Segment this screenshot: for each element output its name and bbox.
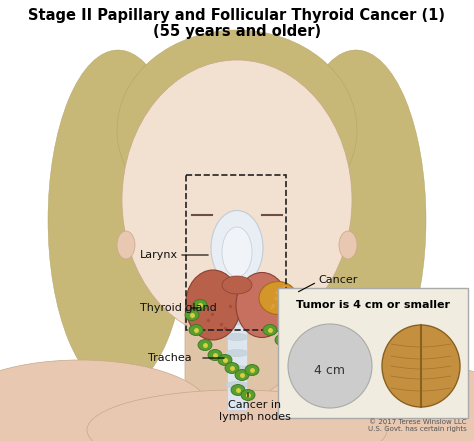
Ellipse shape [226, 302, 248, 309]
Ellipse shape [275, 292, 279, 296]
Bar [186, 175, 286, 330]
Ellipse shape [278, 289, 283, 294]
Bar [227, 300, 247, 410]
Ellipse shape [87, 390, 387, 441]
Ellipse shape [189, 325, 203, 336]
Ellipse shape [241, 389, 255, 400]
Ellipse shape [185, 310, 199, 321]
Ellipse shape [185, 270, 240, 340]
Ellipse shape [283, 314, 297, 325]
Ellipse shape [221, 274, 253, 282]
Ellipse shape [245, 365, 259, 375]
Text: Stage II Papillary and Follicular Thyroid Cancer (1): Stage II Papillary and Follicular Thyroi… [28, 8, 446, 23]
Ellipse shape [48, 50, 188, 390]
Ellipse shape [288, 303, 302, 314]
Ellipse shape [222, 227, 252, 277]
Ellipse shape [223, 280, 251, 289]
Ellipse shape [260, 360, 474, 441]
Ellipse shape [218, 355, 232, 366]
Ellipse shape [339, 231, 357, 259]
Ellipse shape [226, 350, 248, 356]
Ellipse shape [198, 340, 212, 351]
Ellipse shape [225, 363, 239, 374]
Ellipse shape [277, 292, 280, 294]
Ellipse shape [288, 324, 372, 408]
Text: Cancer in
lymph nodes: Cancer in lymph nodes [219, 400, 291, 422]
Text: Thyroid gland: Thyroid gland [140, 303, 217, 313]
Ellipse shape [226, 333, 248, 340]
Text: (55 years and older): (55 years and older) [153, 24, 321, 39]
Ellipse shape [226, 381, 248, 389]
Ellipse shape [193, 299, 207, 310]
Bar [278, 288, 468, 418]
Ellipse shape [117, 30, 357, 230]
Ellipse shape [122, 60, 352, 340]
Ellipse shape [222, 276, 252, 294]
Ellipse shape [278, 297, 281, 299]
Ellipse shape [286, 50, 426, 390]
Ellipse shape [231, 385, 245, 396]
Ellipse shape [117, 231, 135, 259]
Ellipse shape [382, 325, 460, 407]
Ellipse shape [226, 366, 248, 373]
Text: Tumor is 4 cm or smaller: Tumor is 4 cm or smaller [296, 300, 450, 310]
Ellipse shape [0, 360, 210, 441]
Ellipse shape [208, 350, 222, 360]
Ellipse shape [289, 304, 293, 308]
Ellipse shape [236, 273, 288, 337]
Ellipse shape [235, 370, 249, 381]
Text: Cancer: Cancer [318, 275, 357, 285]
Ellipse shape [211, 210, 263, 285]
FancyBboxPatch shape [185, 305, 289, 441]
Ellipse shape [263, 325, 277, 336]
Text: 4 cm: 4 cm [315, 363, 346, 377]
Text: Larynx: Larynx [140, 250, 178, 260]
Ellipse shape [284, 292, 288, 295]
Ellipse shape [275, 335, 289, 345]
Text: © 2017 Terese Winslow LLC
U.S. Govt. has certain rights: © 2017 Terese Winslow LLC U.S. Govt. has… [368, 419, 467, 432]
Text: Trachea: Trachea [148, 353, 191, 363]
Ellipse shape [270, 300, 272, 303]
Ellipse shape [259, 281, 297, 314]
Ellipse shape [226, 318, 248, 325]
Ellipse shape [277, 306, 282, 310]
